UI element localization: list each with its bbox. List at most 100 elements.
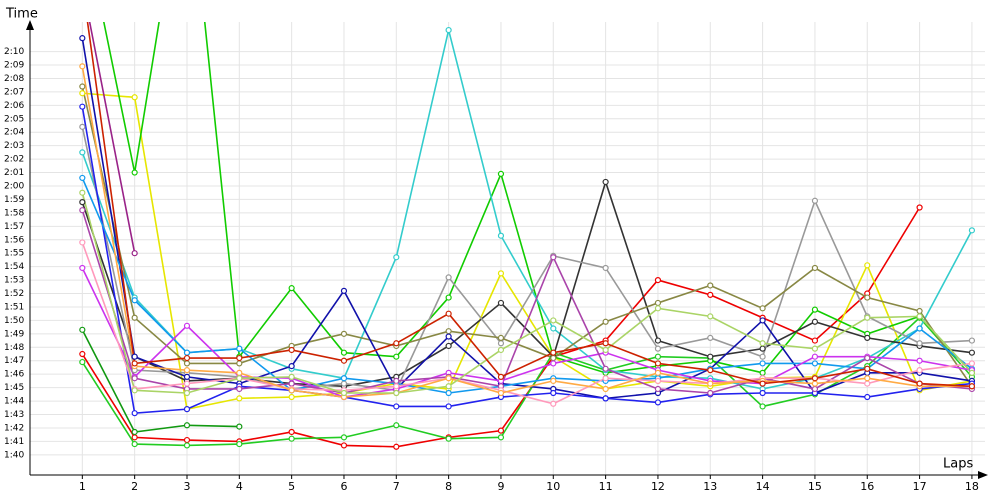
point — [288, 346, 295, 354]
point — [497, 170, 505, 177]
point — [811, 345, 819, 352]
x-tick-label: 7 — [393, 480, 400, 493]
point — [811, 360, 819, 367]
point — [654, 305, 662, 312]
point — [916, 325, 923, 332]
point — [811, 264, 819, 272]
point — [916, 313, 923, 320]
point — [602, 365, 609, 372]
point — [445, 26, 452, 34]
x-tick-label: 8 — [445, 480, 452, 493]
point — [79, 189, 86, 196]
series-line — [81, 106, 972, 415]
point — [864, 375, 871, 382]
point — [183, 322, 191, 329]
point — [707, 334, 714, 341]
point — [445, 435, 452, 442]
y-tick-label: 1:55 — [4, 249, 24, 259]
point — [79, 35, 86, 42]
point — [79, 326, 86, 333]
y-tick-label: 1:42 — [4, 423, 24, 433]
point — [340, 434, 348, 441]
point — [79, 174, 86, 182]
series-line — [102, 22, 973, 374]
x-tick-label: 3 — [183, 480, 190, 493]
point — [602, 318, 609, 325]
y-tick-label: 1:49 — [4, 329, 24, 339]
point — [811, 380, 819, 387]
point — [340, 357, 348, 364]
point — [183, 406, 191, 413]
point — [654, 377, 662, 385]
point — [550, 389, 557, 397]
point — [340, 287, 348, 294]
point — [445, 294, 452, 301]
point — [79, 350, 86, 358]
point — [811, 353, 819, 360]
point — [445, 333, 452, 340]
point — [759, 389, 766, 397]
point — [131, 94, 138, 101]
y-tick-label: 1:48 — [4, 343, 24, 353]
point — [550, 317, 557, 324]
point — [707, 367, 714, 374]
point — [183, 436, 191, 444]
point — [79, 264, 86, 272]
point — [131, 375, 138, 382]
series-line — [81, 192, 973, 394]
point — [654, 337, 662, 344]
point — [654, 399, 662, 406]
point — [131, 434, 138, 441]
series-line — [81, 267, 973, 398]
point — [497, 270, 505, 277]
x-tick-label: 6 — [340, 480, 347, 493]
point — [236, 375, 243, 382]
point — [79, 199, 86, 206]
point — [131, 360, 138, 367]
point — [340, 349, 348, 356]
point — [759, 317, 766, 324]
point — [654, 353, 662, 360]
x-tick-label: 16 — [860, 480, 874, 493]
point — [497, 346, 505, 354]
point — [602, 178, 609, 186]
x-tick-label: 2 — [131, 480, 138, 493]
point — [183, 380, 191, 387]
y-tick-label: 1:57 — [4, 222, 24, 232]
point — [550, 325, 557, 332]
point — [811, 197, 819, 204]
point — [811, 337, 819, 344]
point — [340, 380, 348, 387]
point — [759, 380, 766, 387]
x-tick-label: 15 — [808, 480, 822, 493]
point — [288, 380, 295, 387]
y-axis-label: Time — [5, 7, 38, 22]
point — [707, 353, 714, 360]
point — [393, 403, 400, 410]
point — [236, 385, 243, 393]
point — [550, 360, 557, 367]
y-tick-label: 1:56 — [4, 235, 24, 245]
point — [864, 354, 871, 362]
series-line — [86, 22, 972, 388]
point — [393, 422, 400, 429]
point — [393, 383, 400, 390]
point — [236, 423, 243, 430]
point — [550, 377, 557, 385]
point — [707, 380, 714, 387]
point — [602, 340, 609, 347]
point — [707, 313, 714, 320]
point — [288, 428, 295, 436]
x-tick-label: 9 — [497, 480, 504, 493]
point — [916, 357, 923, 364]
point — [602, 385, 609, 393]
y-tick-label: 1:44 — [4, 397, 24, 407]
point — [340, 375, 348, 382]
point — [968, 349, 976, 356]
point — [183, 442, 191, 449]
point — [340, 330, 348, 337]
y-arrow — [26, 20, 34, 30]
point — [864, 334, 871, 341]
point — [236, 369, 243, 376]
